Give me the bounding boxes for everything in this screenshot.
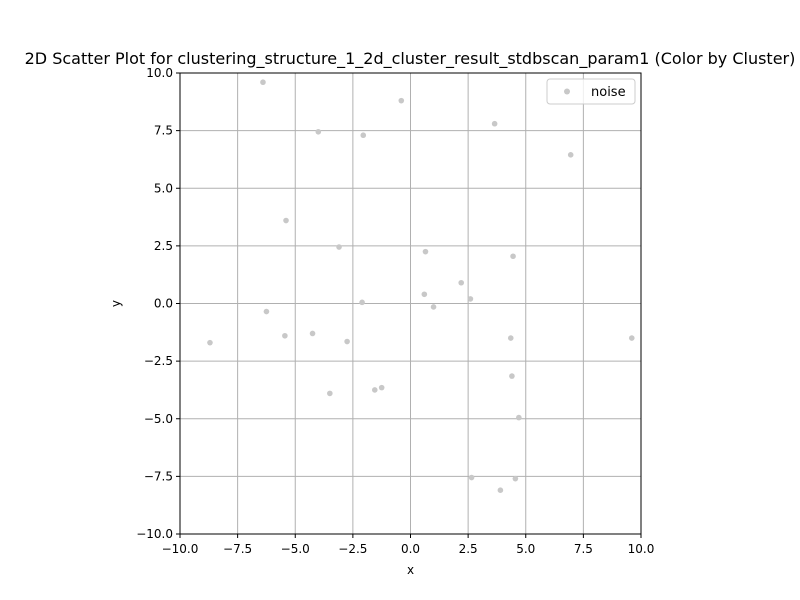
data-point <box>509 373 515 379</box>
chart-title: 2D Scatter Plot for clustering_structure… <box>25 49 796 69</box>
legend-marker-noise <box>564 88 570 95</box>
y-axis-label: y <box>109 300 123 307</box>
legend-label-noise: noise <box>591 85 626 100</box>
data-point <box>260 79 266 86</box>
data-point <box>336 244 342 250</box>
data-point <box>207 339 213 346</box>
data-point <box>378 384 385 391</box>
data-point <box>359 299 365 306</box>
data-point <box>516 414 522 421</box>
data-point <box>458 279 465 286</box>
data-point <box>507 335 514 341</box>
data-point <box>512 475 519 482</box>
data-point <box>510 253 516 260</box>
data-point <box>371 387 378 393</box>
x-tick-label: 7.5 <box>574 542 593 556</box>
y-tick-label: −7.5 <box>144 469 173 483</box>
y-axis-ticks: −10.0 −7.5 −5.0 −2.5 0.0 2.5 5.0 7.5 10.0 <box>136 66 180 541</box>
data-point <box>468 474 475 481</box>
legend-box <box>546 78 636 105</box>
data-point <box>497 487 504 494</box>
y-tick-label: 10.0 <box>146 66 173 80</box>
data-point <box>628 335 635 341</box>
data-point <box>327 390 333 397</box>
data-point <box>422 248 429 255</box>
data-point <box>309 330 316 337</box>
x-tick-label: −5.0 <box>281 542 310 556</box>
x-tick-label: 5.0 <box>516 542 535 556</box>
data-points <box>207 79 635 494</box>
legend: noise <box>546 78 636 105</box>
data-point <box>430 304 437 310</box>
data-point <box>567 152 574 158</box>
data-point <box>263 308 270 315</box>
x-tick-label: 10.0 <box>628 542 655 556</box>
y-tick-label: −10.0 <box>136 527 173 541</box>
data-point <box>491 120 498 127</box>
y-tick-label: 5.0 <box>154 181 173 195</box>
data-point <box>344 338 350 345</box>
y-tick-label: −5.0 <box>144 412 173 426</box>
x-tick-label: 2.5 <box>459 542 478 556</box>
x-tick-label: −7.5 <box>223 542 252 556</box>
y-tick-label: 7.5 <box>154 124 173 138</box>
data-point <box>398 97 405 104</box>
x-axis-label: x <box>407 563 414 577</box>
plot-frame <box>179 72 642 535</box>
data-point <box>315 128 322 135</box>
grid-lines <box>179 72 642 535</box>
y-tick-label: 0.0 <box>154 297 173 311</box>
data-point <box>283 217 289 224</box>
x-tick-label: 0.0 <box>401 542 420 556</box>
x-tick-label: −2.5 <box>338 542 367 556</box>
y-tick-label: 2.5 <box>154 239 173 253</box>
y-tick-label: −2.5 <box>144 354 173 368</box>
data-point <box>467 296 474 302</box>
data-point <box>421 291 428 298</box>
x-tick-label: −10.0 <box>162 542 199 556</box>
x-axis-ticks: −10.0 −7.5 −5.0 −2.5 0.0 2.5 5.0 7.5 10.0 <box>162 534 655 556</box>
data-point <box>360 132 367 139</box>
data-point <box>282 332 288 339</box>
